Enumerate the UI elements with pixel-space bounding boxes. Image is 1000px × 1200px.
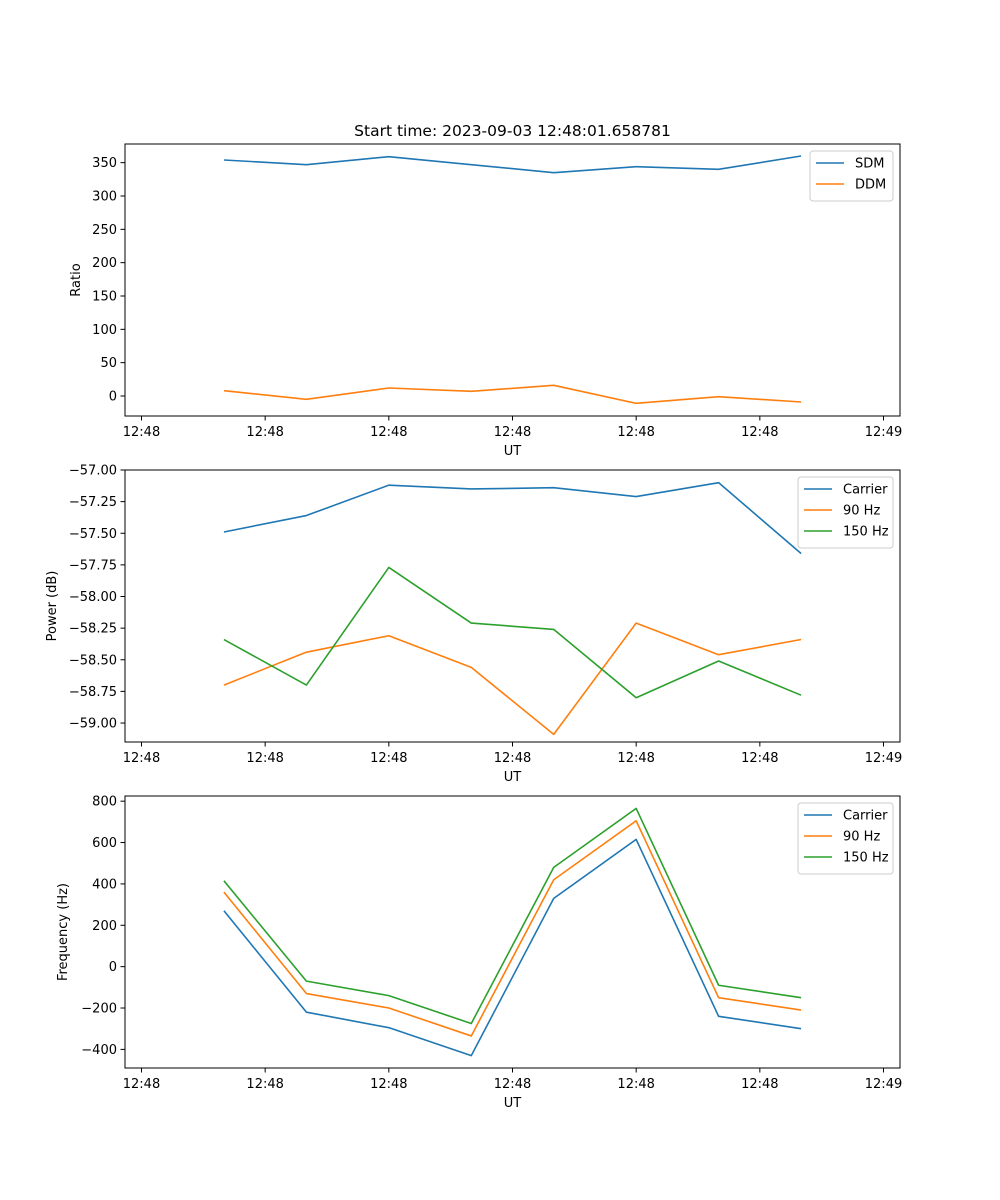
legend-label: 150 Hz: [843, 851, 889, 866]
x-tick-label: 12:48: [617, 425, 654, 440]
series-line-carrier: [223, 481, 802, 555]
x-tick-label: 12:48: [617, 751, 654, 766]
x-tick-label: 12:48: [123, 751, 160, 766]
y-tick-label: 50: [100, 356, 117, 371]
legend-label: SDM: [855, 157, 884, 172]
x-tick-label: 12:48: [617, 1077, 654, 1092]
x-tick-label: 12:48: [494, 1077, 531, 1092]
chart-panels: 12:48 12:48 12:48 12:48 12:48 12:48 12:49 0 50 10…: [45, 143, 902, 1111]
y-tick-label: 300: [92, 190, 117, 205]
axes-frame: [124, 143, 901, 417]
y-tick-label: 200: [92, 919, 117, 934]
legend: SDM DDM: [809, 150, 894, 202]
series-line-90-hz: [223, 820, 802, 1037]
figure-title: Start time: 2023-09-03 12:48:01.658781: [354, 122, 671, 140]
x-tick-label: 12:48: [246, 1077, 283, 1092]
y-tick-label: 0: [109, 390, 117, 405]
y-tick-label: 0: [109, 960, 117, 975]
y-tick-label: 800: [92, 795, 117, 810]
y-tick-label: −57.00: [69, 464, 117, 479]
x-tick-label: 12:49: [865, 751, 902, 766]
y-tick-label: −58.00: [69, 590, 117, 605]
legend-label: 90 Hz: [843, 830, 880, 845]
chart-panel-3: 12:48 12:48 12:48 12:48 12:48 12:48 12:49 −400 −…: [56, 795, 902, 1111]
y-axis-label: Power (dB): [45, 571, 60, 642]
y-tick-label: −58.75: [69, 685, 117, 700]
chart-panel-2: 12:48 12:48 12:48 12:48 12:48 12:48 12:49 −59.0…: [45, 464, 902, 786]
y-tick-label: 250: [92, 223, 117, 238]
x-tick-label: 12:49: [865, 425, 902, 440]
x-tick-label: 12:48: [741, 1077, 778, 1092]
y-tick-label: −59.00: [69, 717, 117, 732]
y-tick-label: −200: [81, 1002, 117, 1017]
x-tick-label: 12:48: [741, 425, 778, 440]
y-axis-label: Frequency (Hz): [56, 883, 71, 981]
y-tick-label: −57.25: [69, 495, 117, 510]
x-tick-label: 12:48: [370, 751, 407, 766]
x-axis-label: UT: [504, 770, 522, 785]
chart-panel-1: 12:48 12:48 12:48 12:48 12:48 12:48 12:49 0 50 10…: [69, 143, 902, 459]
x-tick-label: 12:48: [494, 425, 531, 440]
x-tick-label: 12:48: [370, 425, 407, 440]
series-line-ddm: [223, 384, 802, 405]
x-axis-label: UT: [504, 1096, 522, 1111]
x-tick-label: 12:48: [494, 751, 531, 766]
legend-label: Carrier: [843, 483, 888, 498]
legend: Carrier 90 Hz 150 Hz: [797, 476, 894, 549]
y-tick-label: −400: [81, 1043, 117, 1058]
x-tick-label: 12:48: [246, 751, 283, 766]
y-tick-label: 150: [92, 290, 117, 305]
series-line-90-hz: [223, 622, 802, 736]
series-line-150-hz: [223, 566, 802, 699]
legend-label: 90 Hz: [843, 504, 880, 519]
x-tick-label: 12:49: [865, 1077, 902, 1092]
y-tick-label: 350: [92, 156, 117, 171]
y-tick-label: −58.50: [69, 653, 117, 668]
legend-label: DDM: [855, 178, 886, 193]
y-tick-label: 600: [92, 836, 117, 851]
series-line-carrier: [223, 838, 802, 1057]
legend-label: 150 Hz: [843, 525, 889, 540]
legend-label: Carrier: [843, 809, 888, 824]
x-axis-label: UT: [504, 444, 522, 459]
x-tick-label: 12:48: [123, 425, 160, 440]
y-tick-label: 200: [92, 256, 117, 271]
series-line-150-hz: [223, 807, 802, 1025]
x-tick-label: 12:48: [741, 751, 778, 766]
y-tick-label: −57.75: [69, 558, 117, 573]
x-tick-label: 12:48: [370, 1077, 407, 1092]
x-tick-label: 12:48: [246, 425, 283, 440]
series-line-sdm: [223, 155, 802, 174]
x-tick-label: 12:48: [123, 1077, 160, 1092]
y-tick-label: 100: [92, 323, 117, 338]
y-axis-label: Ratio: [69, 263, 84, 296]
y-tick-label: −58.25: [69, 622, 117, 637]
y-tick-label: −57.50: [69, 527, 117, 542]
y-tick-label: 400: [92, 877, 117, 892]
legend: Carrier 90 Hz 150 Hz: [797, 802, 894, 875]
